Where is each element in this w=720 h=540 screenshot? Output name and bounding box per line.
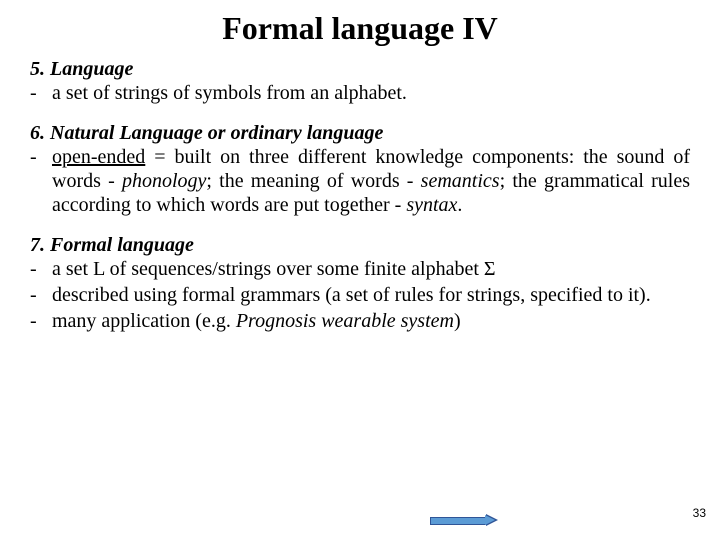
bullet-text: many application (e.g. Prognosis wearabl… [52,309,690,333]
bullet-dash: - [30,145,52,217]
bullet-dash: - [30,283,52,307]
bullet-dash: - [30,257,52,281]
section-7-bullet-2: - described using formal grammars (a set… [30,283,690,307]
bullet-dash: - [30,309,52,333]
section-5-bullet-1: - a set of strings of symbols from an al… [30,81,690,105]
section-5-heading: 5. Language [30,57,690,81]
slide-title: Formal language IV [0,0,720,47]
bullet-dash: - [30,81,52,105]
section-7-heading: 7. Formal language [30,233,690,257]
bullet-text: a set of strings of symbols from an alph… [52,81,690,105]
slide: Formal language IV 5. Language - a set o… [0,0,720,540]
slide-content: 5. Language - a set of strings of symbol… [0,47,720,333]
italic-term-semantics: semantics [421,170,500,192]
bullet-text: open-ended = built on three different kn… [52,145,690,217]
bullet-text: a set L of sequences/strings over some f… [52,257,690,281]
text-run: ; the meaning of words - [206,170,420,192]
italic-term-syntax: syntax [406,194,457,216]
section-7-bullet-3: - many application (e.g. Prognosis weara… [30,309,690,333]
bullet-text: described using formal grammars (a set o… [52,283,690,307]
section-6-bullet-1: - open-ended = built on three different … [30,145,690,217]
italic-term-phonology: phonology [122,170,206,192]
section-7-bullet-1: - a set L of sequences/strings over some… [30,257,690,281]
italic-term-prognosis: Prognosis wearable system [236,310,454,332]
page-number: 33 [693,506,706,520]
section-6-heading: 6. Natural Language or ordinary language [30,121,690,145]
arrow-icon [430,514,500,526]
text-run: ) [454,310,461,332]
text-run: . [457,194,462,216]
text-run: many application (e.g. [52,310,236,332]
underlined-text: open-ended [52,146,145,168]
